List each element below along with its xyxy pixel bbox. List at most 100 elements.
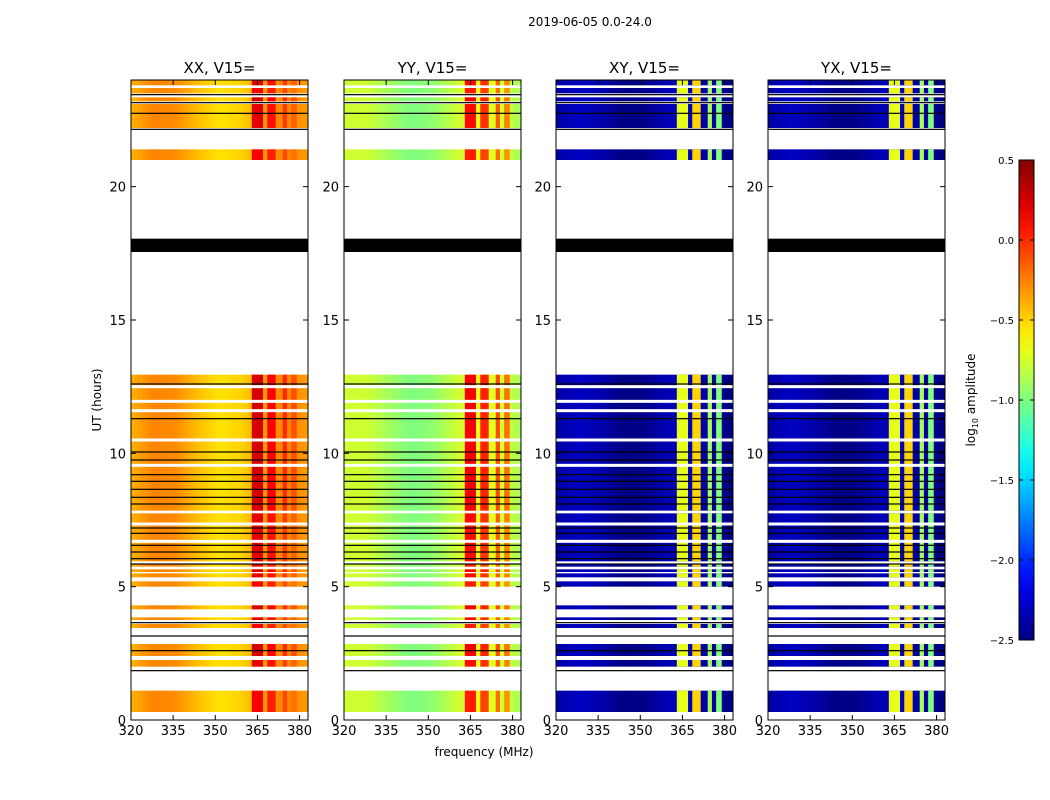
colorbar-tick-label: 0.5	[998, 156, 1014, 167]
rfi-band	[251, 617, 264, 620]
flagged-line	[131, 463, 308, 467]
black-line	[556, 670, 733, 672]
rfi-band	[504, 690, 510, 712]
rfi-band	[692, 581, 701, 587]
rfi-band	[282, 605, 287, 610]
data-segment	[556, 88, 733, 94]
x-tick-label: 320	[544, 724, 569, 739]
black-line	[131, 496, 308, 498]
black-line	[131, 551, 308, 553]
black-line	[344, 527, 521, 529]
black-line	[131, 112, 308, 114]
x-tick-label: 335	[798, 724, 823, 739]
rfi-band	[251, 374, 264, 511]
data-segment	[131, 564, 308, 567]
rfi-band	[692, 149, 701, 160]
rfi-band	[888, 617, 901, 620]
rfi-band	[504, 564, 510, 567]
rfi-band	[676, 581, 689, 587]
rfi-band	[282, 690, 287, 712]
rfi-band	[676, 104, 689, 128]
rfi-band	[716, 88, 722, 94]
black-line	[344, 474, 521, 476]
rfi-band	[919, 80, 924, 86]
rfi-band	[495, 617, 500, 620]
rfi-band	[692, 660, 701, 667]
rfi-band	[707, 149, 712, 160]
black-line	[131, 622, 308, 624]
rfi-band	[480, 97, 489, 102]
black-line	[556, 527, 733, 529]
black-line	[768, 496, 945, 498]
x-tick-label: 380	[712, 724, 737, 739]
flagged-line	[768, 539, 945, 543]
flagged-line	[131, 438, 308, 442]
colorbar-label-log: log	[964, 428, 978, 446]
rfi-band	[716, 513, 722, 562]
rfi-band	[904, 104, 913, 128]
rfi-band	[707, 80, 712, 86]
data-segment	[768, 660, 945, 667]
data-segment	[768, 605, 945, 610]
rfi-band	[495, 374, 500, 511]
rfi-band	[291, 617, 297, 620]
rfi-band	[267, 513, 276, 562]
rfi-band	[676, 97, 689, 102]
rfi-band	[707, 104, 712, 128]
rfi-band	[282, 88, 287, 94]
rfi-band	[480, 513, 489, 562]
rfi-band	[495, 80, 500, 86]
rfi-band	[291, 513, 297, 562]
rfi-band	[495, 605, 500, 610]
data-segment	[131, 88, 308, 94]
rfi-band	[480, 573, 489, 578]
rfi-band	[282, 617, 287, 620]
y-tick-label: 10	[534, 447, 551, 462]
rfi-band	[928, 660, 934, 667]
rfi-band	[928, 104, 934, 128]
rfi-band	[291, 624, 297, 628]
black-line	[344, 480, 521, 482]
rfi-band	[282, 97, 287, 102]
rfi-band	[480, 644, 489, 656]
y-tick-label: 10	[322, 447, 339, 462]
data-segment	[131, 97, 308, 102]
data-segment	[556, 617, 733, 620]
colorbar-label-rest: amplitude	[964, 354, 978, 418]
rfi-band	[919, 569, 924, 572]
black-line	[768, 551, 945, 553]
black-line	[556, 650, 733, 652]
rfi-band	[464, 97, 477, 102]
rfi-band	[716, 374, 722, 511]
data-segment	[768, 644, 945, 656]
rfi-band	[464, 564, 477, 567]
rfi-band	[692, 617, 701, 620]
black-line	[768, 474, 945, 476]
rfi-band	[928, 564, 934, 567]
rfi-band	[251, 569, 264, 572]
rfi-band	[904, 581, 913, 587]
rfi-band	[692, 573, 701, 578]
rfi-band	[267, 573, 276, 578]
black-line	[768, 459, 945, 461]
rfi-band	[904, 88, 913, 94]
rfi-band	[464, 617, 477, 620]
flagged-line	[131, 409, 308, 413]
data-segment	[768, 624, 945, 628]
y-tick-label: 20	[109, 181, 126, 196]
rfi-band	[904, 374, 913, 511]
black-line	[768, 102, 945, 104]
black-line	[131, 128, 308, 130]
black-line	[556, 112, 733, 114]
rfi-band	[888, 88, 901, 94]
rfi-band	[676, 569, 689, 572]
colorbar-label-sub: 10	[971, 418, 980, 428]
data-segment	[131, 581, 308, 587]
flagged-line	[344, 409, 521, 413]
data-segment	[768, 617, 945, 620]
rfi-band	[904, 97, 913, 102]
black-line	[556, 488, 733, 490]
rfi-band	[716, 624, 722, 628]
rfi-band	[904, 605, 913, 610]
black-line	[344, 112, 521, 114]
